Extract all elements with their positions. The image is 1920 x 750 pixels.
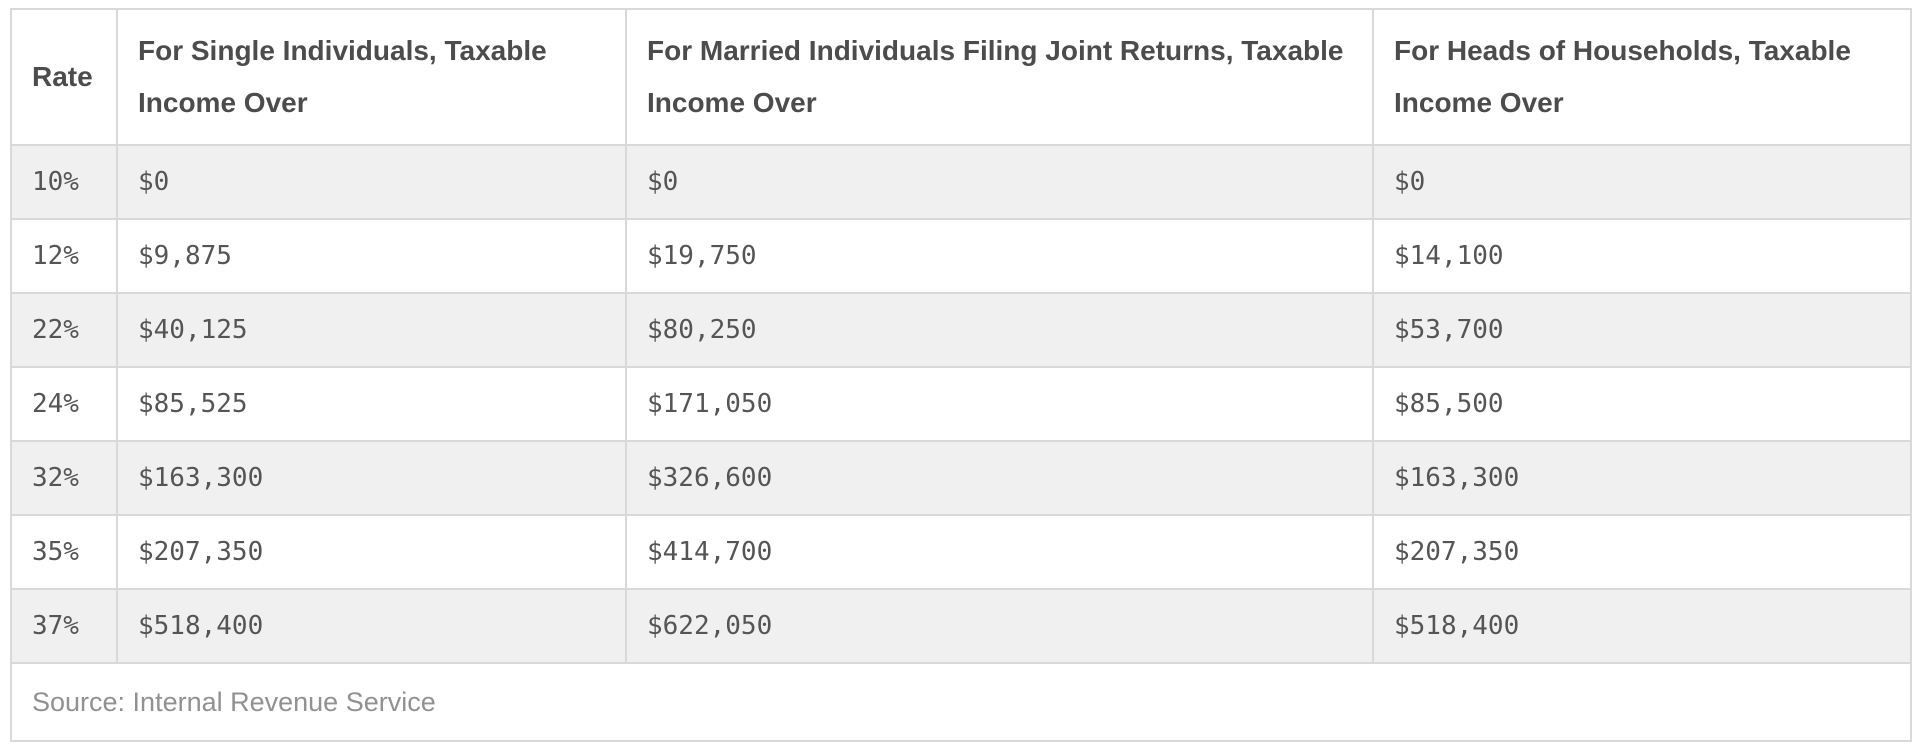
married-cell: $0 bbox=[625, 144, 1374, 220]
rate-cell: 10% bbox=[10, 144, 118, 220]
rate-cell: 37% bbox=[10, 588, 118, 664]
header-cell-single: For Single Individuals, Taxable Income O… bbox=[116, 8, 627, 146]
rate-cell: 24% bbox=[10, 366, 118, 442]
single-cell: $207,350 bbox=[116, 514, 627, 590]
table-row: 22% $40,125 $80,250 $53,700 bbox=[10, 292, 1912, 368]
tax-bracket-table: Rate For Single Individuals, Taxable Inc… bbox=[10, 8, 1912, 742]
married-cell: $326,600 bbox=[625, 440, 1374, 516]
table-row: 37% $518,400 $622,050 $518,400 bbox=[10, 588, 1912, 664]
header-cell-heads: For Heads of Households, Taxable Income … bbox=[1372, 8, 1912, 146]
header-cell-married: For Married Individuals Filing Joint Ret… bbox=[625, 8, 1374, 146]
table-footer: Source: Internal Revenue Service bbox=[10, 662, 1912, 742]
heads-cell: $85,500 bbox=[1372, 366, 1912, 442]
heads-cell: $14,100 bbox=[1372, 218, 1912, 294]
table-row: 10% $0 $0 $0 bbox=[10, 144, 1912, 220]
single-cell: $9,875 bbox=[116, 218, 627, 294]
married-cell: $622,050 bbox=[625, 588, 1374, 664]
source-note: Source: Internal Revenue Service bbox=[10, 662, 1912, 742]
source-row: Source: Internal Revenue Service bbox=[10, 662, 1912, 742]
rate-cell: 22% bbox=[10, 292, 118, 368]
table-row: 35% $207,350 $414,700 $207,350 bbox=[10, 514, 1912, 590]
single-cell: $518,400 bbox=[116, 588, 627, 664]
table-row: 12% $9,875 $19,750 $14,100 bbox=[10, 218, 1912, 294]
table-row: 32% $163,300 $326,600 $163,300 bbox=[10, 440, 1912, 516]
single-cell: $0 bbox=[116, 144, 627, 220]
header-cell-rate: Rate bbox=[10, 8, 118, 146]
rate-cell: 12% bbox=[10, 218, 118, 294]
heads-cell: $0 bbox=[1372, 144, 1912, 220]
single-cell: $163,300 bbox=[116, 440, 627, 516]
heads-cell: $163,300 bbox=[1372, 440, 1912, 516]
heads-cell: $518,400 bbox=[1372, 588, 1912, 664]
married-cell: $80,250 bbox=[625, 292, 1374, 368]
married-cell: $414,700 bbox=[625, 514, 1374, 590]
married-cell: $19,750 bbox=[625, 218, 1374, 294]
table-body: 10% $0 $0 $0 12% $9,875 $19,750 $14,100 … bbox=[10, 144, 1912, 664]
rate-cell: 32% bbox=[10, 440, 118, 516]
heads-cell: $207,350 bbox=[1372, 514, 1912, 590]
table-row: 24% $85,525 $171,050 $85,500 bbox=[10, 366, 1912, 442]
heads-cell: $53,700 bbox=[1372, 292, 1912, 368]
table-header: Rate For Single Individuals, Taxable Inc… bbox=[10, 8, 1912, 146]
rate-cell: 35% bbox=[10, 514, 118, 590]
header-row: Rate For Single Individuals, Taxable Inc… bbox=[10, 8, 1912, 146]
married-cell: $171,050 bbox=[625, 366, 1374, 442]
single-cell: $85,525 bbox=[116, 366, 627, 442]
single-cell: $40,125 bbox=[116, 292, 627, 368]
